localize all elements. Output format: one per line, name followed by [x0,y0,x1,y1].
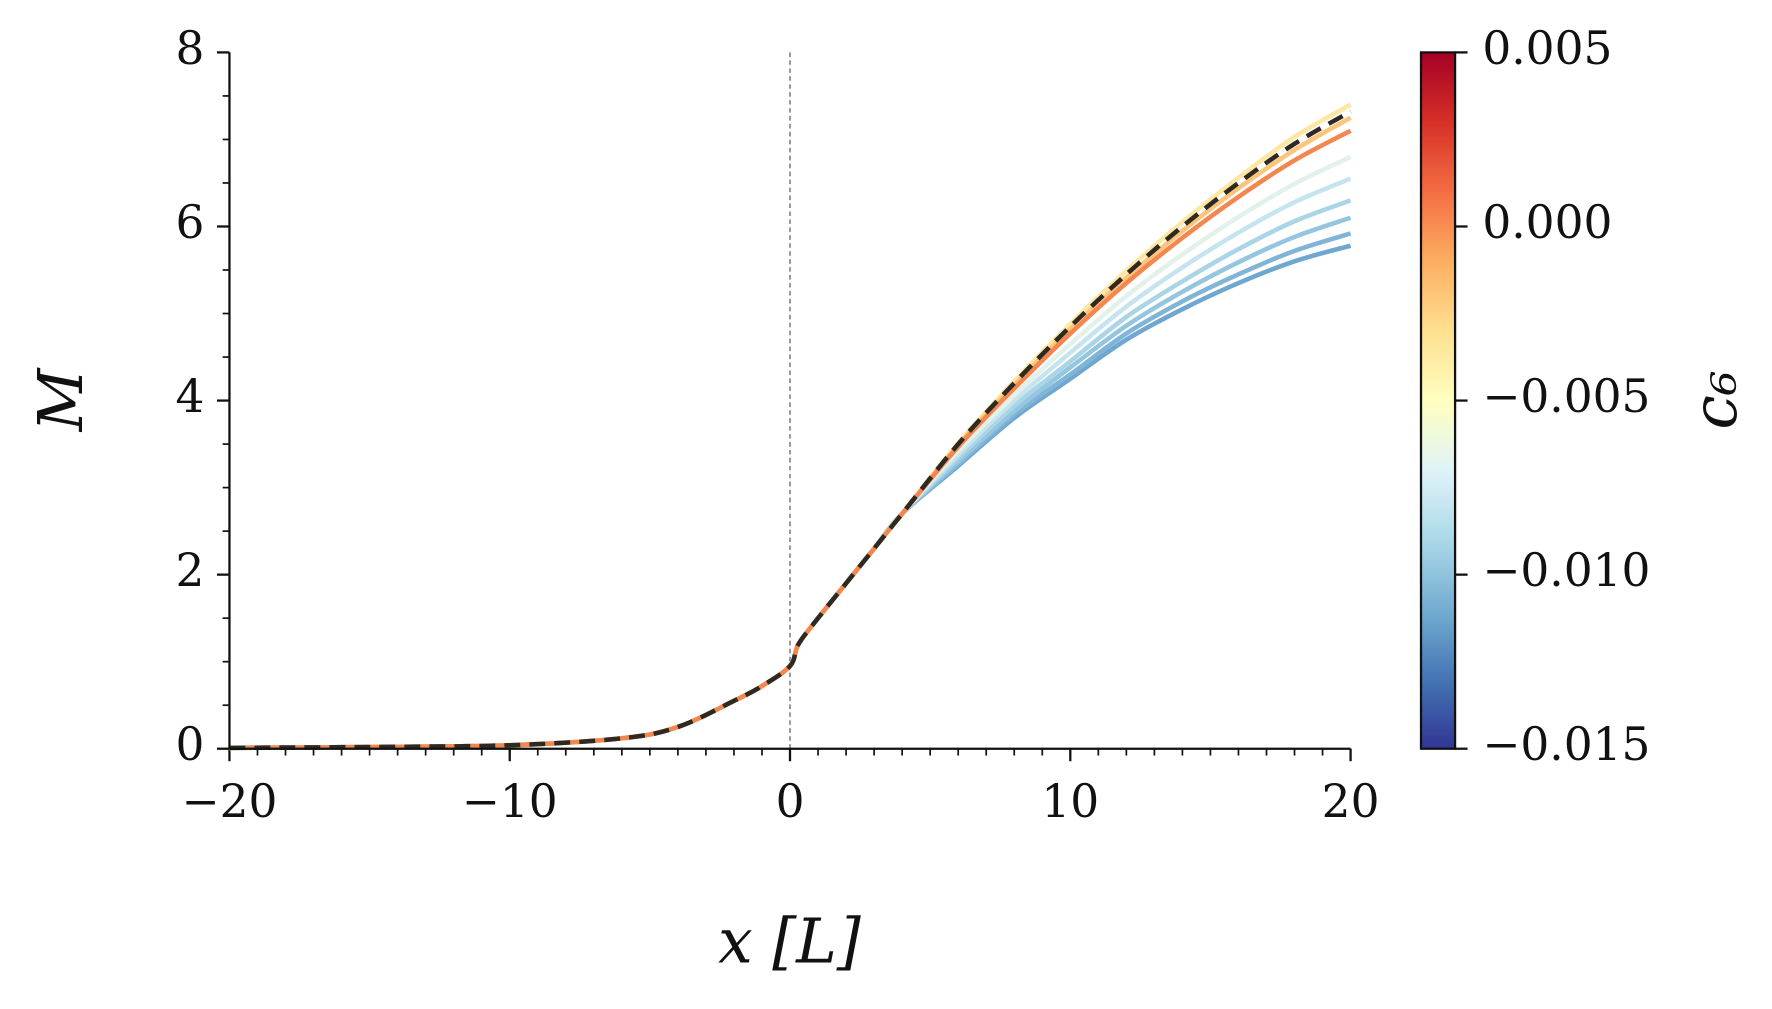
line-series [229,243,1352,751]
y-tick-label: 2 [176,544,205,597]
x-tick-label: −20 [182,775,278,828]
x-tick-label: 20 [1322,775,1380,828]
colorbar [1419,51,1457,750]
x-tick-label: 0 [776,775,805,828]
x-tick-label: 10 [1041,775,1099,828]
y-tick-label: 8 [176,22,205,75]
colorbar-tick-label: −0.010 [1482,544,1650,597]
y-tick-label: 0 [176,718,205,771]
x-tick-label: −10 [462,775,558,828]
x-axis-label: x [L] [718,906,861,977]
y-tick-label: 4 [176,370,205,423]
colorbar-tick-label: 0.005 [1482,22,1612,75]
line-series [229,109,1352,751]
colorbar-tick-label: 0.000 [1482,196,1612,249]
y-axis-label: M [26,366,97,432]
colorbar-tick-label: −0.005 [1482,370,1650,423]
colorbar-tick-label: −0.015 [1482,718,1650,771]
colorbar-label: c₆ [1680,371,1751,430]
y-tick-label: 6 [176,196,205,249]
